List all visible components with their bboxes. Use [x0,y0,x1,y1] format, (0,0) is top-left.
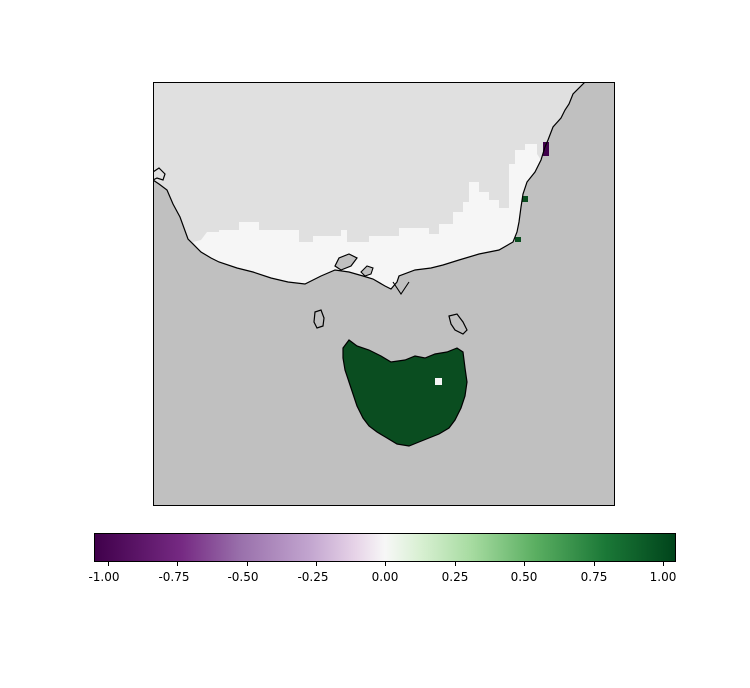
map-panel [153,82,615,506]
port-phillip-coast [334,253,358,271]
tasmania [342,339,468,447]
colorbar-tick-label: 0.00 [371,570,399,584]
tasmania-neutral-cell [435,378,442,385]
colorbar-tick [177,562,178,566]
colorbar-tick [455,562,456,566]
wilsons-prom-coast [392,281,410,295]
westernport-coast [360,265,374,277]
colorbar-tick [524,562,525,566]
positive-cell-1 [522,196,528,202]
colorbar-tick [385,562,386,566]
colorbar-tick [108,562,109,566]
colorbar-tick-label: -1.00 [88,570,120,584]
map-frame [153,82,615,506]
colorbar-tick-label: 0.75 [580,570,608,584]
colorbar-tick [663,562,664,566]
mainland-neutral-band [193,144,541,289]
positive-cell-2 [515,237,521,242]
colorbar-tick-label: 0.50 [510,570,538,584]
colorbar-tick-label: 1.00 [649,570,677,584]
king-island [313,309,325,329]
colorbar-tick [316,562,317,566]
mainland-coastline [153,82,586,290]
colorbar-tick-label: -0.50 [227,570,259,584]
colorbar-tick-label: -0.75 [158,570,190,584]
spencer-gulf-coast [153,167,166,181]
flinders-island [448,313,468,335]
negative-cell [543,142,549,156]
colorbar-tick-label: -0.25 [297,570,329,584]
map-canvas [153,82,615,506]
colorbar [94,533,676,562]
colorbar-tick-label: 0.25 [441,570,469,584]
colorbar-tick [247,562,248,566]
colorbar-tick [594,562,595,566]
